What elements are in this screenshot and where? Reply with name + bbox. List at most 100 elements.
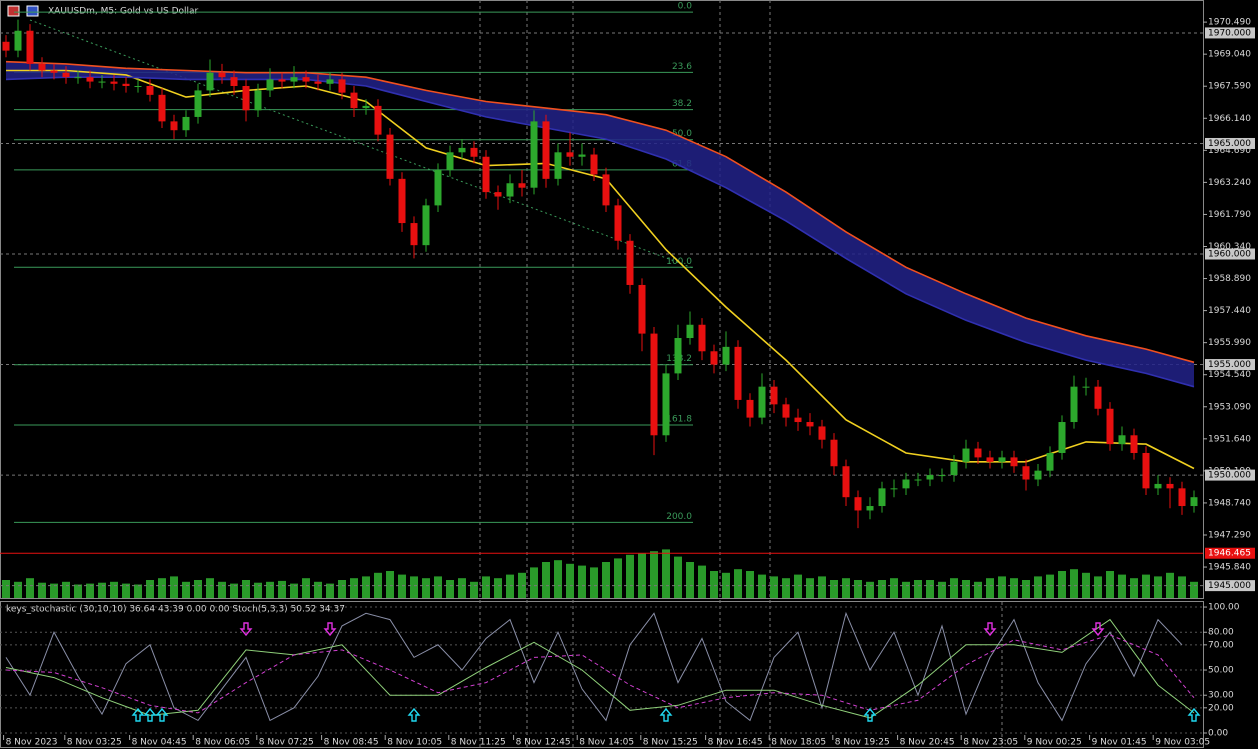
buy-arrow [131, 707, 145, 722]
y-tick-label: 1960.340 [1208, 242, 1251, 252]
price-level-label: 1950.000 [1208, 471, 1251, 481]
volume-bar [362, 576, 370, 598]
volume-bar [98, 582, 106, 598]
volume-bar [434, 576, 442, 598]
volume-bar [626, 554, 634, 598]
volume-bar [470, 581, 478, 598]
candle-body [230, 77, 238, 86]
candle-body [434, 170, 442, 206]
volume-bar [662, 549, 670, 598]
y-tick-label: 1947.290 [1208, 530, 1251, 540]
volume-bar [506, 574, 514, 598]
price-level-tag [1205, 248, 1255, 260]
candle-body [1094, 386, 1102, 409]
volume-bar [314, 581, 322, 598]
volume-bar [122, 583, 130, 598]
candle-body [1142, 452, 1150, 489]
candle-body [1106, 408, 1114, 445]
candle-body [734, 346, 742, 400]
volume-bar [482, 576, 490, 598]
volume-bar [830, 580, 838, 598]
volume-bar [1142, 574, 1150, 598]
volume-bar [242, 580, 250, 598]
volume-bar [110, 581, 118, 598]
candle-body [890, 488, 898, 490]
volume-bar [1022, 580, 1030, 598]
candle-body [470, 147, 478, 157]
volume-bar [950, 578, 958, 598]
volume-bar [338, 580, 346, 598]
volume-bar [1034, 576, 1042, 598]
candle-body [482, 156, 490, 193]
y-tick-label: 1954.540 [1208, 370, 1251, 380]
candle-body [386, 134, 394, 179]
candle-body [398, 178, 406, 224]
x-tick-label: 8 Nov 06:05 [195, 738, 250, 748]
candle-body [182, 116, 190, 131]
x-tick-label: 8 Nov 16:45 [708, 738, 763, 748]
candle-body [1118, 435, 1126, 445]
volume-bar [878, 580, 886, 598]
indicator-title: keys_stochastic (30,10,10) 36.64 43.39 0… [6, 605, 345, 615]
candle-body [266, 79, 274, 91]
volume-bar [1190, 581, 1198, 598]
sell-arrow [1091, 622, 1105, 637]
fib-label: 50.0 [672, 129, 692, 139]
moving-average [5, 60, 1195, 364]
candle-body [38, 63, 46, 71]
y-tick-label: 1957.440 [1208, 306, 1251, 316]
volume-bar [218, 581, 226, 598]
volume-bar [182, 581, 190, 598]
volume-bar [638, 553, 646, 598]
candle-body [326, 79, 334, 84]
candle-body [74, 77, 82, 79]
y-tick-label: 50.00 [1208, 666, 1234, 676]
y-tick-label: 1955.990 [1208, 338, 1251, 348]
candle-body [698, 324, 706, 352]
period-separators [479, 0, 1003, 748]
y-tick-label: 1958.890 [1208, 274, 1251, 284]
candle-body [314, 81, 322, 84]
volume-bar [758, 574, 766, 598]
candle-body [50, 70, 58, 73]
candle-body [1010, 457, 1018, 467]
candle-body [950, 461, 958, 476]
fib-label: 0.0 [678, 2, 693, 12]
candle-body [662, 373, 670, 436]
candle-body [902, 479, 910, 489]
candle-body [98, 81, 106, 83]
price-level-label: 1960.000 [1208, 250, 1251, 260]
candle-body [122, 83, 130, 86]
candle-body [506, 183, 514, 197]
candle-body [86, 77, 94, 82]
volume-bar [74, 584, 82, 598]
volume-bar [350, 578, 358, 598]
x-tick-label: 8 Nov 15:25 [643, 738, 698, 748]
volume-bar [266, 581, 274, 598]
candle-body [446, 152, 454, 171]
y-tick-label: 1961.790 [1208, 210, 1251, 220]
candle-body [350, 92, 358, 109]
candle-body [974, 448, 982, 458]
candle-body [926, 475, 934, 480]
volume-bar [446, 580, 454, 598]
volume-bar [866, 581, 874, 598]
volume-bar [134, 584, 142, 598]
candle-body [62, 72, 70, 78]
candle-body [302, 77, 310, 82]
candle-body [638, 284, 646, 334]
volume-bar [554, 560, 562, 598]
volume-bar [194, 580, 202, 598]
volume-bar [206, 578, 214, 598]
icon [26, 5, 39, 17]
volume-bar [818, 576, 826, 598]
y-tick-label: 0.00 [1208, 729, 1228, 739]
volume-bar [914, 580, 922, 598]
y-tick-label: 30.00 [1208, 691, 1234, 701]
volume-bar [1118, 574, 1126, 598]
volume-bar [1046, 574, 1054, 598]
volume-bar [614, 558, 622, 598]
candle-body [194, 90, 202, 117]
candle-body [242, 85, 250, 111]
